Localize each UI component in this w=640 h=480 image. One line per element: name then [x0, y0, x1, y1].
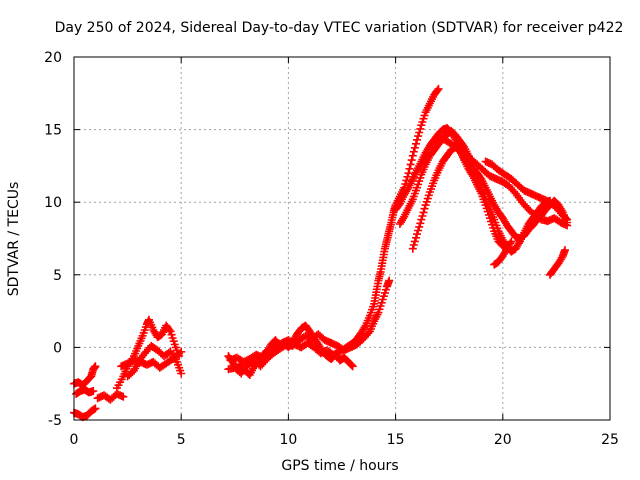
data-point [414, 226, 423, 235]
x-axis-label: GPS time / hours [281, 458, 398, 474]
data-point [408, 244, 417, 253]
x-tick-label: 25 [601, 432, 619, 448]
satellite-track-17 [546, 246, 569, 279]
data-point [177, 347, 186, 356]
data-point [412, 233, 420, 242]
data-point [410, 143, 419, 152]
x-tick-label: 5 [177, 432, 186, 448]
data-point [434, 84, 443, 93]
data-point [348, 362, 357, 371]
y-tick-label: 5 [53, 268, 62, 284]
data-point [416, 219, 425, 228]
satellite-track-5 [112, 315, 184, 393]
data-point [91, 404, 100, 413]
data-point [404, 169, 413, 178]
data-point [561, 246, 569, 255]
data-point [562, 214, 570, 223]
data-point [119, 392, 128, 401]
data-point [417, 215, 426, 224]
satellite-track-4 [93, 389, 128, 404]
data-point [360, 323, 369, 332]
data-point [416, 124, 425, 133]
y-tick-label: -5 [48, 413, 62, 429]
data-point [507, 237, 516, 246]
satellite-track-10 [226, 84, 443, 366]
data-point [407, 156, 416, 165]
satellite-track-3 [72, 385, 98, 398]
satellite-track-14 [434, 134, 572, 230]
plot-frame [73, 56, 611, 421]
data-point [385, 276, 394, 285]
data-point [410, 237, 419, 246]
data-point [364, 329, 373, 338]
data-point [91, 362, 100, 371]
data-point [420, 204, 429, 213]
satellite-track-1 [70, 404, 100, 422]
data-point [506, 239, 515, 248]
chart-title: Day 250 of 2024, Sidereal Day-to-day VTE… [55, 20, 624, 36]
y-tick-label: 15 [44, 123, 62, 139]
data-point [415, 222, 424, 231]
satellite-track-2 [70, 362, 100, 390]
data-point [408, 151, 417, 160]
x-tick-label: 10 [279, 432, 297, 448]
data-point [405, 164, 414, 173]
data-point [563, 215, 572, 224]
data-point [414, 132, 423, 141]
data-point [418, 212, 427, 220]
x-tick-label: 0 [70, 432, 79, 448]
data-point [165, 326, 174, 334]
y-tick-label: 20 [44, 50, 62, 66]
data-layer [70, 84, 572, 422]
y-tick-label: 0 [53, 340, 62, 356]
satellite-track-7 [117, 347, 186, 372]
data-point [409, 241, 418, 249]
data-point [415, 128, 424, 137]
data-point [89, 387, 98, 395]
data-point [177, 369, 186, 378]
satellite-track-16 [490, 237, 516, 269]
data-point [409, 147, 418, 156]
data-point [413, 135, 421, 144]
x-tick-label: 20 [494, 432, 512, 448]
data-point [406, 160, 415, 169]
y-axis-label: SDTVAR / TECUs [6, 182, 22, 297]
data-point [347, 361, 356, 370]
data-point [412, 139, 420, 148]
data-point [413, 230, 421, 239]
axis-ticks: 0 5 10 15 20 25 -5 0 5 10 15 20 [44, 50, 619, 448]
y-tick-label: 10 [44, 195, 62, 211]
data-point [433, 86, 442, 95]
data-point [419, 208, 428, 217]
x-tick-label: 15 [387, 432, 405, 448]
satellite-track-15 [481, 157, 572, 224]
